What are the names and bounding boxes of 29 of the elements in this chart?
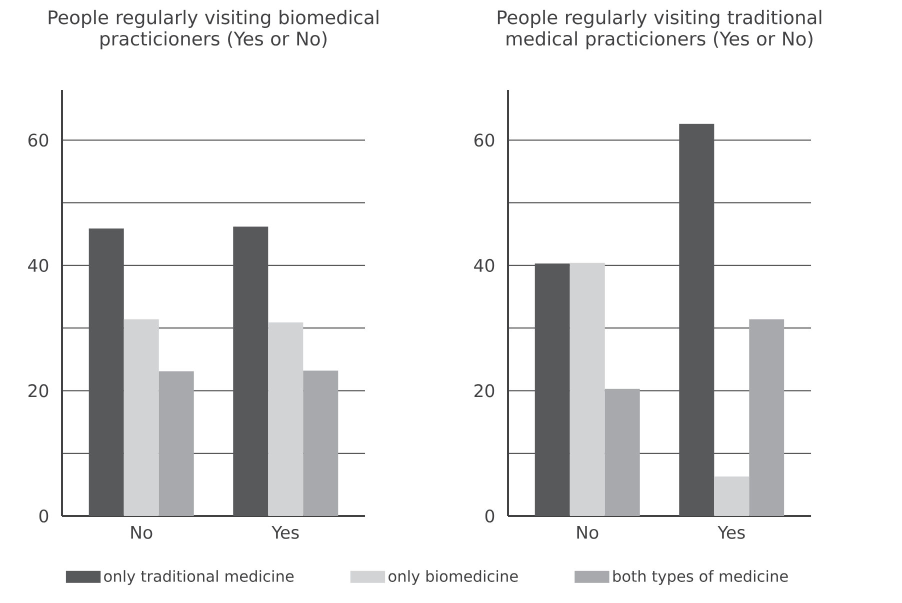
bar	[714, 476, 750, 516]
bar	[268, 322, 304, 516]
bar	[303, 370, 338, 516]
bar	[570, 262, 605, 516]
chart-title: People regularly visiting biomedical practicioners (Yes or No)	[48, 10, 378, 50]
bar	[679, 124, 714, 516]
y-tick-label: 60	[474, 134, 494, 147]
y-tick-label: 20	[474, 384, 494, 398]
bar	[749, 319, 784, 516]
x-tick-label: Yes	[272, 526, 299, 539]
legend-label: both types of medicine	[613, 570, 788, 585]
bar	[534, 264, 570, 516]
y-tick-label: 40	[28, 258, 48, 272]
y-tick-label: 20	[28, 384, 48, 398]
chart-title: People regularly visiting traditional medical practicioners (Yes or No)	[498, 10, 822, 50]
x-tick-label: Yes	[718, 526, 745, 539]
y-tick-label: 0	[39, 509, 48, 523]
y-tick-label: 0	[485, 509, 494, 523]
bar	[124, 319, 159, 516]
y-tick-label: 60	[28, 134, 48, 147]
x-tick-label: No	[131, 526, 152, 539]
bar	[88, 228, 124, 516]
bar	[158, 371, 194, 516]
legend-label: only biomedicine	[388, 570, 518, 585]
bar	[604, 388, 640, 516]
x-tick-label: No	[577, 526, 598, 539]
y-tick-label: 40	[474, 258, 494, 272]
legend-label: only traditional medicine	[104, 570, 294, 585]
bar	[233, 226, 268, 516]
